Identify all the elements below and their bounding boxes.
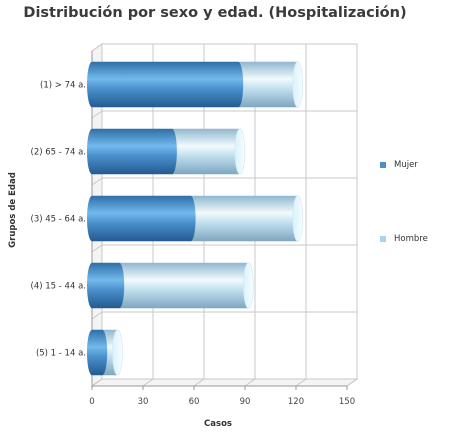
legend-item-hombre: Hombre	[380, 234, 428, 244]
gridline-wall	[91, 311, 103, 320]
bar-end-cap	[234, 128, 246, 175]
x-tick-label: 0	[89, 397, 94, 407]
bar-mujer	[87, 128, 177, 175]
chart-title: Distribución por sexo y edad. (Hospitali…	[23, 5, 407, 21]
bar-end-cap	[112, 329, 123, 376]
category-label: (3) 45 - 64 a.	[31, 215, 86, 225]
gridline-floor	[193, 378, 205, 387]
category-label: (2) 65 - 74 a.	[31, 148, 86, 158]
bar-end-cap	[292, 61, 304, 108]
gridline-wall	[91, 378, 103, 387]
bar-mujer	[87, 262, 125, 309]
gridline-floor	[346, 378, 358, 387]
gridline-wall	[91, 110, 103, 119]
bar-end-cap	[292, 195, 304, 242]
bar-hombre	[114, 262, 254, 309]
bar-mujer	[87, 195, 196, 242]
x-tick-label: 30	[138, 397, 149, 407]
x-tick-label: 120	[288, 397, 304, 407]
gridline-floor	[142, 378, 154, 387]
category-label: (4) 15 - 44 a.	[31, 282, 86, 292]
category-label: (5) 1 - 14 a.	[36, 349, 86, 359]
category-label: (1) > 74 a.	[40, 81, 86, 91]
x-tick-label: 150	[339, 397, 355, 407]
gridline-floor	[244, 378, 256, 387]
bar-mujer	[87, 61, 244, 108]
x-axis-label: Casos	[204, 419, 232, 429]
gridline-floor	[295, 378, 307, 387]
gridline-wall	[91, 177, 103, 186]
legend-swatch-mujer	[380, 162, 386, 168]
bar-hombre	[233, 61, 303, 108]
legend-label-hombre: Hombre	[394, 234, 428, 244]
x-tick-label: 60	[189, 397, 200, 407]
x-tick-label: 90	[240, 397, 251, 407]
floor	[90, 378, 359, 387]
legend-item-mujer: Mujer	[380, 160, 418, 170]
bar-end-cap	[243, 262, 254, 309]
bar-hombre	[166, 128, 245, 175]
legend-label-mujer: Mujer	[394, 160, 418, 170]
legend-swatch-hombre	[380, 236, 386, 242]
bar-hombre	[185, 195, 303, 242]
gridline-wall	[91, 43, 103, 52]
bar-mujer	[87, 329, 108, 376]
gridline-wall	[91, 244, 103, 253]
